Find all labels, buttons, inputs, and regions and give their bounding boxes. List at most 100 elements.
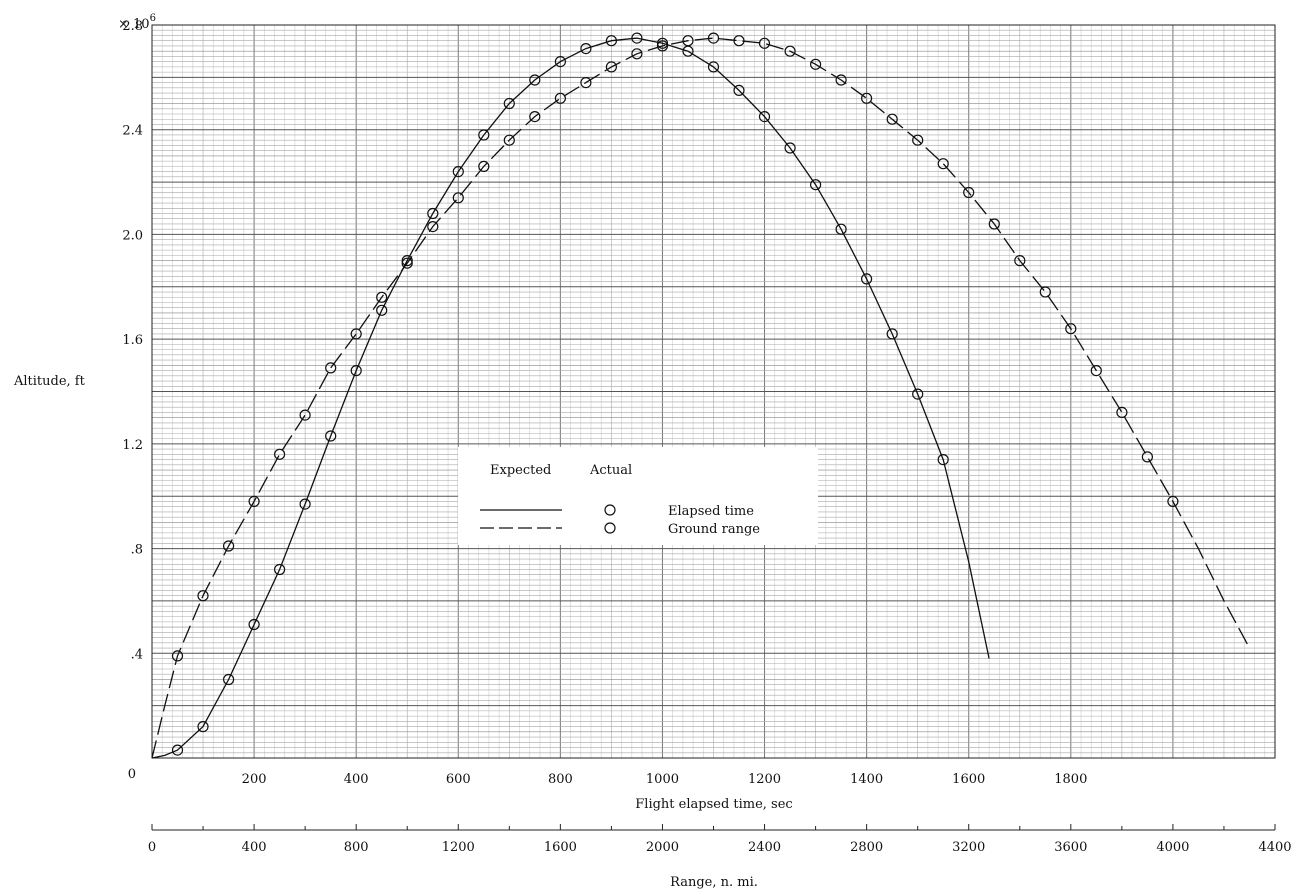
- data-point-elapsed-time: [835, 223, 847, 235]
- data-point-ground-range: [1141, 451, 1154, 463]
- x-axis-range-ticks: 0 400 800 1200 1600 2000 2400 2800 3200 3600 4000 4…: [148, 824, 1292, 855]
- data-point-ground-range: [1090, 365, 1102, 377]
- data-point-ground-range: [299, 409, 311, 421]
- y-tick-label: 2.8: [122, 19, 143, 34]
- data-point-ground-range: [733, 35, 745, 47]
- data-point-ground-range: [656, 40, 669, 52]
- y-tick-label: 1.6: [122, 333, 143, 348]
- x-range-tick-label: 1600: [544, 840, 577, 855]
- data-point-ground-range: [937, 158, 949, 170]
- x-time-tick-label: 1400: [850, 772, 883, 787]
- data-point-elapsed-time: [733, 84, 745, 97]
- x-time-tick-label: 1600: [952, 772, 985, 787]
- data-point-elapsed-time: [350, 365, 362, 377]
- x-axis-range-label: Range, n. mi.: [670, 875, 758, 890]
- data-point-ground-range: [197, 590, 209, 602]
- data-point-ground-range: [427, 221, 439, 233]
- x-range-tick-label: 2800: [850, 840, 883, 855]
- legend: Expected Actual Elapsed time Ground rang…: [458, 447, 818, 545]
- data-point-ground-range: [1167, 495, 1179, 507]
- data-point-ground-range: [912, 134, 924, 146]
- y-axis-label: Altitude, ft: [13, 374, 86, 389]
- y-tick-label: 0: [128, 767, 136, 782]
- data-point-elapsed-time: [580, 42, 592, 55]
- data-point-elapsed-time: [274, 563, 286, 576]
- data-point-elapsed-time: [554, 55, 567, 68]
- data-point-elapsed-time: [631, 32, 643, 44]
- y-tick-label: .8: [131, 543, 143, 558]
- data-point-ground-range: [963, 186, 975, 199]
- data-point-elapsed-time: [171, 744, 184, 756]
- data-point-ground-range: [1116, 406, 1128, 418]
- x-range-tick-label: 0: [148, 840, 156, 855]
- x-range-tick-label: 2400: [748, 840, 781, 855]
- legend-header-expected: Expected: [490, 463, 551, 478]
- data-point-ground-range: [554, 92, 567, 104]
- data-point-ground-range: [401, 257, 413, 269]
- data-point-ground-range: [248, 495, 260, 507]
- data-point-elapsed-time: [427, 207, 439, 220]
- data-point-elapsed-time: [299, 498, 311, 510]
- y-axis-ticks: 0 .4 .8 1.2 1.6 2.0 2.4 2.8: [122, 19, 143, 782]
- data-point-elapsed-time: [401, 255, 413, 267]
- data-point-elapsed-time: [809, 179, 822, 191]
- series-line-elapsed-time: [151, 37, 990, 759]
- data-point-ground-range: [1039, 286, 1051, 298]
- x-range-tick-label: 1200: [442, 840, 475, 855]
- data-point-elapsed-time: [784, 142, 796, 154]
- y-multiplier-base: × 10: [118, 17, 150, 32]
- data-point-elapsed-time: [758, 110, 771, 123]
- data-point-elapsed-time: [248, 618, 260, 631]
- data-point-elapsed-time: [223, 673, 235, 686]
- data-point-elapsed-time: [376, 304, 388, 316]
- x-time-tick-label: 400: [344, 772, 369, 787]
- x-time-tick-label: 1800: [1054, 772, 1087, 787]
- data-point-ground-range: [274, 448, 286, 460]
- data-point-elapsed-time: [197, 720, 209, 733]
- y-tick-label: 1.2: [122, 438, 143, 453]
- data-point-ground-range: [325, 362, 337, 374]
- data-point-ground-range: [478, 160, 490, 172]
- y-tick-label: 2.4: [122, 124, 143, 139]
- data-point-ground-range: [580, 76, 592, 89]
- x-time-tick-label: 1000: [646, 772, 679, 787]
- data-point-ground-range: [682, 35, 694, 47]
- data-point-ground-range: [605, 61, 618, 73]
- plot-frame: [151, 24, 1276, 759]
- legend-marker-ground-range: [604, 522, 616, 534]
- x-axis-time-ticks: 200 400 600 800 1000 1200 1400 1600 1800: [242, 772, 1088, 787]
- data-point-ground-range: [860, 92, 873, 104]
- data-point-ground-range: [784, 45, 796, 57]
- legend-box: [458, 447, 818, 545]
- data-point-elapsed-time: [656, 37, 669, 49]
- data-point-elapsed-time: [503, 97, 515, 110]
- data-point-ground-range: [376, 291, 388, 303]
- x-time-tick-label: 800: [548, 772, 573, 787]
- data-point-ground-range: [503, 134, 515, 146]
- x-range-tick-label: 400: [242, 840, 267, 855]
- x-axis-time-label: Flight elapsed time, sec: [635, 797, 792, 812]
- data-point-ground-range: [350, 328, 362, 340]
- x-range-tick-label: 3600: [1054, 840, 1087, 855]
- data-point-ground-range: [1014, 255, 1026, 267]
- series-line-ground-range: [151, 37, 1251, 759]
- data-point-elapsed-time: [707, 61, 720, 73]
- x-range-tick-label: 4400: [1258, 840, 1291, 855]
- data-point-ground-range: [809, 58, 822, 70]
- data-point-elapsed-time: [886, 328, 898, 340]
- data-point-elapsed-time: [452, 166, 464, 178]
- data-point-ground-range: [529, 110, 541, 123]
- x-range-tick-label: 4000: [1156, 840, 1189, 855]
- data-point-ground-range: [835, 74, 847, 86]
- data-point-elapsed-time: [860, 273, 873, 285]
- graph-paper-grid: [151, 24, 1276, 759]
- x-time-tick-label: 1200: [748, 772, 781, 787]
- data-point-elapsed-time: [605, 35, 618, 47]
- y-multiplier-exponent: 6: [150, 13, 156, 24]
- data-point-ground-range: [223, 540, 235, 552]
- data-point-ground-range: [1065, 323, 1077, 335]
- data-point-ground-range: [988, 218, 1000, 230]
- data-point-ground-range: [707, 32, 720, 44]
